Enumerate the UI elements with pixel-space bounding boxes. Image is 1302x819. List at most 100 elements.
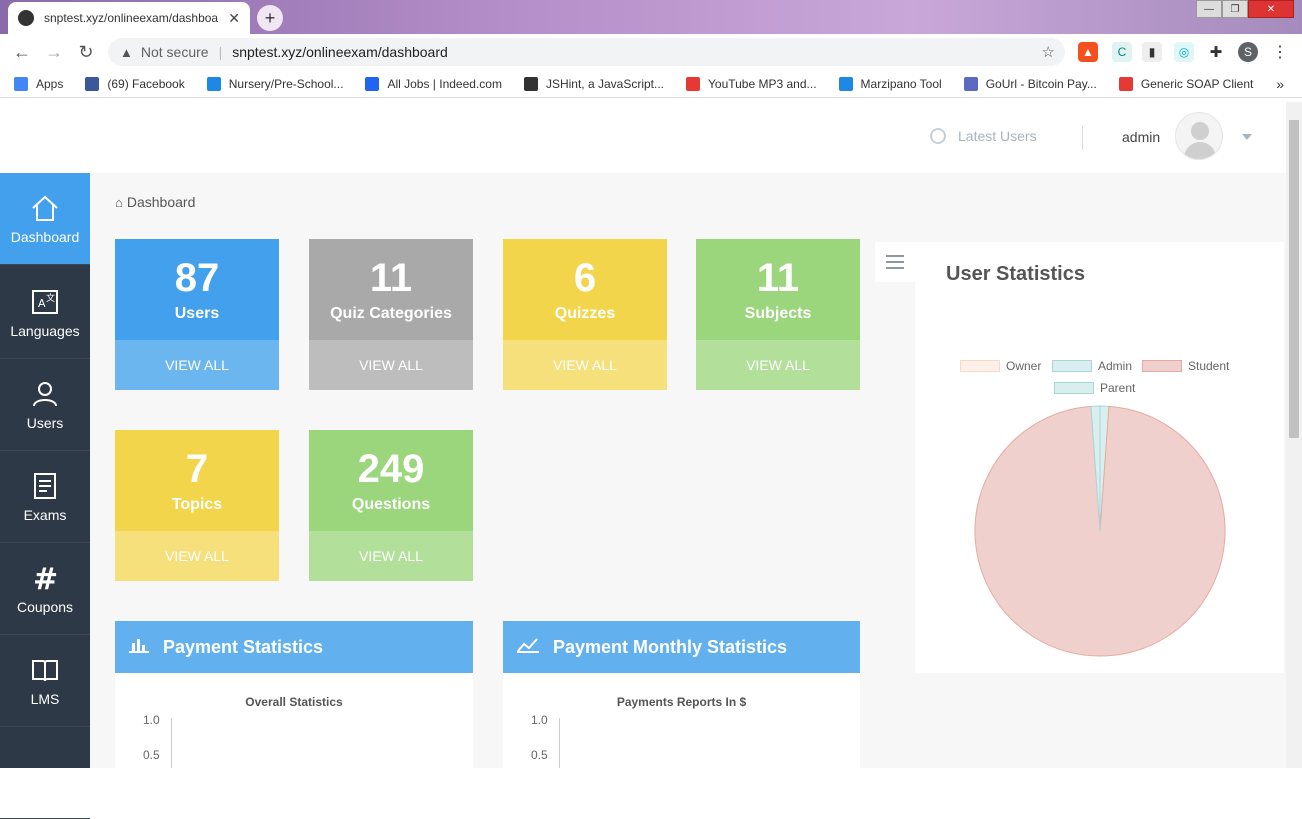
sidebar-item-label: LMS	[30, 690, 60, 707]
tab-title: snptest.xyz/onlineexam/dashboa	[44, 11, 219, 25]
bookmark-item[interactable]: Apps	[14, 76, 64, 91]
scrollbar-thumb[interactable]	[1289, 120, 1299, 438]
bar-chart-icon	[129, 637, 149, 658]
legend-label: Owner	[1006, 359, 1042, 373]
bookmark-star-icon[interactable]: ☆	[1041, 44, 1055, 61]
window-close-icon[interactable]: ✕	[1248, 0, 1294, 18]
sidebar-item-lms[interactable]: LMS	[0, 635, 90, 727]
stat-card-label: Questions	[351, 495, 431, 513]
extension-fire-icon[interactable]: ▲	[1078, 42, 1098, 62]
bookmark-item[interactable]: GoUrl - Bitcoin Pay...	[963, 76, 1097, 91]
avatar[interactable]	[1175, 112, 1223, 160]
bookmark-label: All Jobs | Indeed.com	[387, 76, 502, 91]
hamburger-menu-icon[interactable]	[875, 242, 915, 282]
bookmark-item[interactable]: (69) Facebook	[85, 76, 185, 91]
stat-card-subjects: 11 Subjects VIEW ALL	[696, 239, 860, 390]
bookmark-item[interactable]: All Jobs | Indeed.com	[365, 76, 502, 91]
admin-name[interactable]: admin	[1122, 129, 1161, 145]
stat-card-top: 249 Questions	[309, 430, 473, 531]
sidebar-item-languages[interactable]: A 文 Languages	[0, 267, 90, 359]
pie-slice-student[interactable]	[974, 405, 1226, 657]
sidebar-item-more[interactable]	[0, 727, 90, 819]
legend-item[interactable]: Owner	[960, 359, 1041, 373]
stat-card-label: Users	[174, 304, 220, 322]
bookmark-label: Marzipano Tool	[860, 76, 942, 91]
not-secure-label: Not secure	[140, 44, 209, 60]
app: Latest Users admin Dashboard A 文 Languages U…	[0, 102, 1286, 819]
view-all-button[interactable]: VIEW ALL	[309, 531, 473, 581]
legend-swatch	[1052, 360, 1092, 372]
bookmark-item[interactable]: Marzipano Tool	[838, 76, 942, 91]
minimize-icon[interactable]: —	[1196, 0, 1222, 18]
bookmark-item[interactable]: YouTube MP3 and...	[686, 76, 817, 91]
profile-avatar[interactable]: S	[1238, 42, 1258, 62]
restore-icon[interactable]: ❐	[1222, 0, 1248, 18]
reload-icon[interactable]: ↻	[78, 41, 94, 62]
legend-label: Admin	[1098, 359, 1133, 373]
bookmark-label: YouTube MP3 and...	[708, 76, 817, 91]
new-tab-button[interactable]: +	[257, 5, 283, 31]
breadcrumb-label[interactable]: Dashboard	[126, 194, 196, 210]
tick-label: 0.5	[531, 748, 548, 762]
stat-card-number: 87	[174, 255, 220, 300]
view-all-button[interactable]: VIEW ALL	[115, 340, 279, 390]
bookmark-icon	[206, 76, 221, 91]
bookmark-label: Generic SOAP Client	[1140, 76, 1254, 91]
svg-text:#: #	[33, 563, 58, 593]
stat-card-top: 87 Users	[115, 239, 279, 340]
bookmark-icon	[686, 76, 700, 91]
view-all-button[interactable]: VIEW ALL	[309, 340, 473, 390]
sidebar-item-dashboard[interactable]: Dashboard	[0, 173, 90, 265]
extension-card-icon[interactable]: ▮	[1142, 42, 1162, 62]
view-all-button[interactable]: VIEW ALL	[115, 531, 279, 581]
bookmark-label: JSHint, a JavaScript...	[545, 76, 664, 91]
extensions-puzzle-icon[interactable]: ✚	[1209, 44, 1223, 61]
stat-card-top: 6 Quizzes	[503, 239, 667, 340]
chevron-down-icon[interactable]	[1242, 134, 1252, 140]
browser-tab[interactable]: snptest.xyz/onlineexam/dashboa ✕	[8, 2, 250, 34]
stat-card-label: Quizzes	[554, 304, 616, 322]
home-icon[interactable]: ⌂	[115, 194, 123, 210]
sidebar-item-label: Users	[26, 414, 64, 431]
view-all-button[interactable]: VIEW ALL	[696, 340, 860, 390]
legend-item[interactable]: Student	[1142, 359, 1229, 373]
y-axis	[171, 718, 172, 768]
tick-label: 0.5	[143, 748, 160, 762]
bookmark-label: GoUrl - Bitcoin Pay...	[985, 76, 1097, 91]
breadcrumb: ⌂ Dashboard	[115, 194, 195, 210]
forward-icon[interactable]: →	[45, 41, 63, 62]
legend-item[interactable]: Parent	[1054, 381, 1135, 395]
bookmark-label: Apps	[36, 76, 64, 91]
bookmark-item[interactable]: Generic SOAP Client	[1118, 76, 1254, 91]
bookmark-icon	[365, 76, 380, 91]
bookmark-item[interactable]: JSHint, a JavaScript...	[523, 76, 664, 91]
bookmark-icon	[963, 76, 978, 91]
more-bookmarks-icon[interactable]: »	[1276, 75, 1284, 92]
payment-statistics-header: Payment Statistics	[115, 621, 473, 673]
sidebar-item-coupons[interactable]: # Coupons	[0, 543, 90, 635]
browser-menu-icon[interactable]: ⋮	[1272, 44, 1288, 61]
user-statistics-pie	[974, 405, 1226, 657]
stat-card-top: 11 Quiz Categories	[309, 239, 473, 340]
back-icon[interactable]: ←	[13, 41, 31, 62]
sidebar-item-users[interactable]: Users	[0, 359, 90, 451]
extension-c-icon[interactable]: C	[1112, 42, 1132, 62]
extension-swirl-icon[interactable]: ◎	[1174, 42, 1194, 62]
window-controls: — ❐ ✕	[1196, 0, 1294, 18]
address-bar[interactable]: ▲ Not secure | snptest.xyz/onlineexam/da…	[108, 38, 1065, 66]
svg-text:文: 文	[46, 292, 55, 304]
legend-item[interactable]: Admin	[1052, 359, 1132, 373]
users-icon	[30, 379, 60, 409]
sidebar-item-exams[interactable]: Exams	[0, 451, 90, 543]
bookmark-item[interactable]: Nursery/Pre-School...	[206, 76, 343, 91]
bookmark-icon	[14, 76, 28, 91]
close-tab-icon[interactable]: ✕	[228, 9, 240, 26]
pie-slice-parent[interactable]	[1090, 405, 1101, 532]
page-scrollbar[interactable]	[1286, 102, 1302, 768]
view-all-button[interactable]: VIEW ALL	[503, 340, 667, 390]
stat-card-number: 11	[369, 255, 413, 300]
avatar-body	[1184, 142, 1216, 159]
latest-users-link[interactable]: Latest Users	[930, 128, 1037, 144]
payment-monthly-title: Payment Monthly Statistics	[553, 636, 788, 657]
